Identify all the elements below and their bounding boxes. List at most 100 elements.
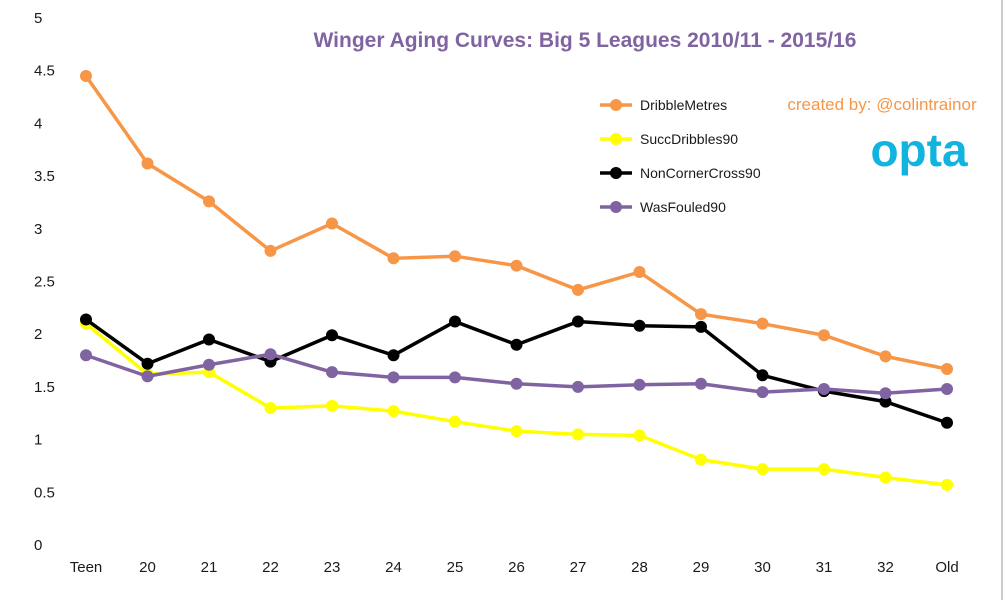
data-point-noncornercross90 bbox=[572, 315, 584, 328]
y-tick-label: 0 bbox=[34, 537, 42, 554]
legend-item-dribblemetres: DribbleMetres bbox=[600, 97, 727, 113]
x-tick-label: 24 bbox=[385, 559, 402, 576]
y-tick-label: 2 bbox=[34, 326, 42, 343]
x-tick-label: Teen bbox=[70, 559, 103, 576]
data-point-noncornercross90 bbox=[695, 320, 707, 333]
data-point-wasfouled90 bbox=[633, 378, 646, 391]
legend-swatch-marker bbox=[610, 167, 622, 179]
data-point-noncornercross90 bbox=[449, 315, 461, 328]
data-point-wasfouled90 bbox=[326, 366, 338, 379]
data-point-noncornercross90 bbox=[633, 319, 646, 332]
data-point-dribblemetres bbox=[572, 283, 584, 296]
series-dribblemetres bbox=[80, 69, 953, 375]
data-point-dribblemetres bbox=[879, 350, 892, 363]
data-point-succdribbles90 bbox=[326, 399, 338, 412]
data-point-dribblemetres bbox=[941, 362, 953, 375]
data-point-noncornercross90 bbox=[941, 416, 953, 429]
data-point-wasfouled90 bbox=[879, 387, 892, 400]
x-tick-label: 32 bbox=[877, 559, 894, 576]
data-point-noncornercross90 bbox=[203, 333, 215, 346]
y-axis: 0 0.5 1 1.5 2 2.5 3 3.5 4 4.5 5 bbox=[34, 10, 55, 554]
series-layer bbox=[80, 69, 953, 491]
data-point-noncornercross90 bbox=[387, 349, 400, 362]
legend-swatch-marker bbox=[610, 133, 622, 145]
data-point-succdribbles90 bbox=[633, 429, 646, 442]
data-point-succdribbles90 bbox=[818, 463, 830, 476]
data-point-succdribbles90 bbox=[756, 463, 769, 476]
data-point-wasfouled90 bbox=[941, 383, 953, 396]
legend-item-wasfouled90: WasFouled90 bbox=[600, 199, 726, 215]
x-tick-label: 30 bbox=[754, 559, 771, 576]
data-point-wasfouled90 bbox=[756, 386, 769, 399]
y-tick-label: 1.5 bbox=[34, 379, 55, 396]
y-tick-label: 4.5 bbox=[34, 63, 55, 80]
x-tick-label: 25 bbox=[447, 559, 464, 576]
data-point-succdribbles90 bbox=[449, 415, 461, 428]
data-point-dribblemetres bbox=[633, 266, 646, 279]
data-point-wasfouled90 bbox=[818, 383, 830, 396]
data-point-dribblemetres bbox=[203, 195, 215, 208]
chart-title: Winger Aging Curves: Big 5 Leagues 2010/… bbox=[314, 29, 857, 52]
series-wasfouled90 bbox=[80, 348, 953, 400]
legend-label: WasFouled90 bbox=[640, 199, 726, 215]
y-tick-label: 3.5 bbox=[34, 168, 55, 185]
x-tick-label: 31 bbox=[816, 559, 833, 576]
data-point-wasfouled90 bbox=[695, 377, 707, 390]
data-point-succdribbles90 bbox=[879, 471, 892, 484]
x-tick-label: 23 bbox=[324, 559, 341, 576]
logo-background bbox=[850, 121, 988, 183]
legend-label: SuccDribbles90 bbox=[640, 131, 738, 147]
legend-item-noncornercross90: NonCornerCross90 bbox=[600, 165, 761, 181]
data-point-noncornercross90 bbox=[879, 395, 892, 408]
legend-label: DribbleMetres bbox=[640, 97, 727, 113]
data-point-noncornercross90 bbox=[141, 357, 154, 370]
x-tick-label: 27 bbox=[570, 559, 587, 576]
data-point-wasfouled90 bbox=[203, 358, 215, 371]
legend-swatch-marker bbox=[610, 99, 622, 111]
data-point-wasfouled90 bbox=[264, 348, 277, 361]
data-point-noncornercross90 bbox=[510, 338, 523, 351]
data-point-dribblemetres bbox=[326, 217, 338, 230]
opta-logo: opta bbox=[850, 121, 988, 183]
x-tick-label: 22 bbox=[262, 559, 279, 576]
data-point-wasfouled90 bbox=[572, 380, 584, 393]
data-point-dribblemetres bbox=[387, 252, 400, 265]
data-point-dribblemetres bbox=[510, 259, 523, 272]
data-point-dribblemetres bbox=[756, 317, 769, 330]
data-point-dribblemetres bbox=[818, 329, 830, 342]
y-tick-label: 2.5 bbox=[34, 274, 55, 291]
x-tick-label: 26 bbox=[508, 559, 525, 576]
data-point-noncornercross90 bbox=[756, 369, 769, 382]
x-tick-label: 28 bbox=[631, 559, 648, 576]
series-succdribbles90 bbox=[80, 317, 953, 491]
y-tick-label: 3 bbox=[34, 221, 42, 238]
legend-label: NonCornerCross90 bbox=[640, 165, 761, 181]
data-point-wasfouled90 bbox=[510, 377, 523, 390]
legend: DribbleMetres SuccDribbles90 NonCornerCros… bbox=[600, 97, 761, 215]
data-point-dribblemetres bbox=[695, 308, 707, 321]
credit-annotation: created by: @colintrainor bbox=[787, 95, 977, 114]
y-tick-label: 5 bbox=[34, 10, 42, 27]
data-point-wasfouled90 bbox=[80, 349, 92, 362]
data-point-wasfouled90 bbox=[141, 370, 154, 383]
data-point-succdribbles90 bbox=[510, 425, 523, 438]
data-point-dribblemetres bbox=[80, 69, 92, 82]
x-axis: Teen 20 21 22 23 24 25 26 27 28 29 30 31 32 Old bbox=[70, 559, 959, 576]
x-tick-label: 29 bbox=[693, 559, 710, 576]
data-point-dribblemetres bbox=[449, 250, 461, 263]
data-point-wasfouled90 bbox=[387, 371, 400, 384]
y-tick-label: 0.5 bbox=[34, 484, 55, 501]
data-point-succdribbles90 bbox=[572, 428, 584, 441]
x-tick-label: 21 bbox=[201, 559, 218, 576]
data-point-dribblemetres bbox=[264, 244, 277, 257]
data-point-noncornercross90 bbox=[80, 313, 92, 326]
logo-text: opta bbox=[870, 124, 968, 176]
data-point-dribblemetres bbox=[141, 157, 154, 170]
data-point-succdribbles90 bbox=[941, 478, 953, 491]
legend-swatch-marker bbox=[610, 201, 622, 213]
data-point-noncornercross90 bbox=[326, 329, 338, 342]
x-tick-label: 20 bbox=[139, 559, 156, 576]
